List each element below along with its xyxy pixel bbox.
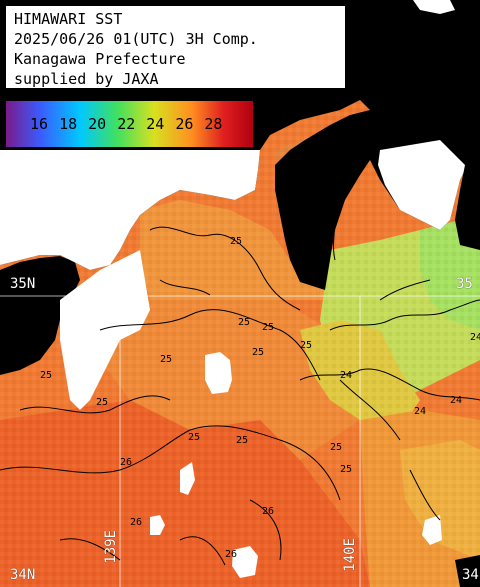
iso-label: 26 bbox=[225, 549, 237, 560]
nodata-west bbox=[60, 250, 150, 410]
legend-gradient bbox=[6, 101, 253, 147]
isotherm-labels: 25 25 25 25 25 25 25 25 25 25 25 25 26 2… bbox=[40, 172, 480, 560]
legend-tick: 22 bbox=[117, 115, 136, 133]
iso-label: 25 bbox=[252, 347, 264, 358]
legend-tick: 20 bbox=[88, 115, 107, 133]
iso-label: 24 bbox=[450, 395, 462, 406]
iso-label: 26 bbox=[130, 517, 142, 528]
info-region: Kanagawa Prefecture bbox=[14, 50, 186, 68]
nodata-island-3 bbox=[232, 546, 258, 578]
info-source: supplied by JAXA bbox=[14, 70, 159, 88]
iso-label: 26 bbox=[120, 457, 132, 468]
lat-label-right-34: 34 bbox=[462, 567, 479, 583]
iso-label: 25 bbox=[340, 464, 352, 475]
land-northeast-strip bbox=[440, 130, 480, 250]
iso-label: 24 bbox=[470, 332, 480, 343]
iso-label: 25 bbox=[188, 432, 200, 443]
color-legend: 16 18 20 22 24 26 28 bbox=[4, 99, 255, 149]
graticule bbox=[0, 295, 480, 587]
nodata-island-2 bbox=[150, 515, 165, 535]
lat-label-34n: 34N bbox=[10, 567, 36, 583]
legend-labels: 16 18 20 22 24 26 28 bbox=[30, 115, 222, 133]
iso-label: 24 bbox=[414, 406, 426, 417]
isotherms bbox=[0, 147, 480, 566]
lat-label-35n: 35N bbox=[10, 276, 36, 292]
legend-tick: 16 bbox=[30, 115, 49, 133]
iso-label: 26 bbox=[262, 506, 274, 517]
legend-tick: 18 bbox=[59, 115, 78, 133]
info-box: HIMAWARI SST 2025/06/26 01(UTC) 3H Comp.… bbox=[4, 4, 347, 90]
land-bottom-right bbox=[455, 555, 480, 587]
legend-tick: 26 bbox=[175, 115, 194, 133]
iso-label: 25 bbox=[330, 442, 342, 453]
nodata-top-right bbox=[413, 0, 455, 14]
nodata-island-1 bbox=[205, 352, 232, 394]
iso-label: 25 bbox=[40, 370, 52, 381]
iso-label: 25 bbox=[230, 236, 242, 247]
iso-label: 25 bbox=[300, 340, 312, 351]
iso-label: 24 bbox=[340, 370, 352, 381]
nodata-bottom-right bbox=[422, 515, 442, 545]
lat-label-right-35: 35 bbox=[456, 276, 473, 292]
lon-label-139e: 139E bbox=[103, 530, 119, 564]
legend-tick: 24 bbox=[146, 115, 165, 133]
iso-label: 25 bbox=[238, 317, 250, 328]
nodata-island-4 bbox=[180, 462, 195, 495]
iso-label: 25 bbox=[322, 228, 334, 239]
iso-label: 25 bbox=[262, 322, 274, 333]
lon-label-140e: 140E bbox=[342, 538, 358, 572]
iso-label: 25 bbox=[292, 172, 304, 183]
info-title: HIMAWARI SST bbox=[14, 10, 123, 28]
iso-label: 25 bbox=[96, 397, 108, 408]
nodata-north bbox=[0, 150, 260, 270]
nodata-northeast bbox=[378, 140, 470, 230]
iso-label: 25 bbox=[160, 354, 172, 365]
legend-tick: 28 bbox=[204, 115, 223, 133]
land-west-izu bbox=[0, 256, 80, 375]
iso-label: 25 bbox=[236, 435, 248, 446]
info-datetime: 2025/06/26 01(UTC) 3H Comp. bbox=[14, 30, 258, 48]
